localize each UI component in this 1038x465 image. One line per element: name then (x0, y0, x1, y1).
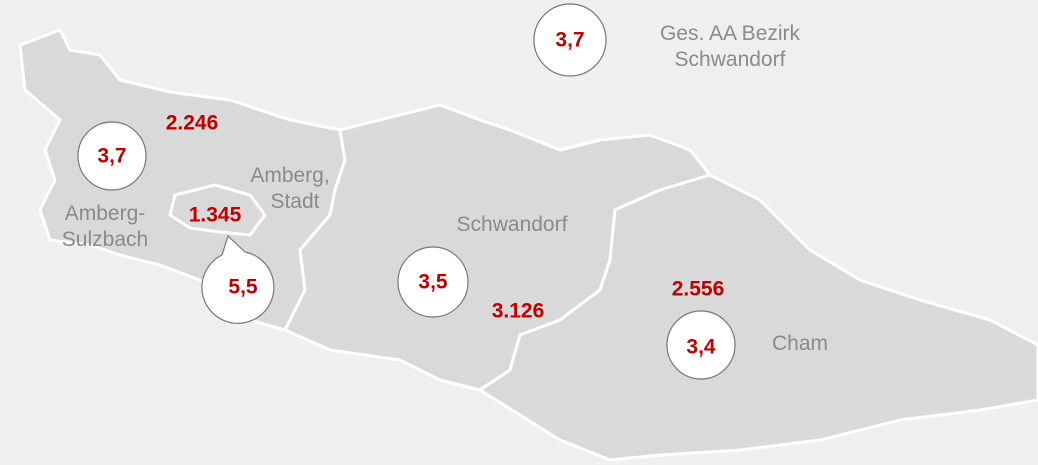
region-label: Amberg, (250, 164, 329, 187)
region-label: Amberg- (65, 202, 146, 225)
rate-bubble (533, 3, 607, 77)
rate: 3,4 (686, 336, 716, 359)
region-cham (478, 173, 1038, 462)
total-label: Ges. AA Bezirk (660, 22, 801, 45)
region-amberg-stadt (168, 183, 267, 237)
rate-bubble (397, 246, 469, 318)
rate-bubble (666, 310, 736, 380)
region-label: Cham (772, 332, 828, 355)
rate-bubble (201, 234, 275, 324)
count: 2.556 (672, 278, 725, 301)
count: 1.345 (189, 204, 242, 227)
rate: 5,5 (228, 276, 258, 299)
region-label: Sulzbach (62, 228, 148, 251)
rate: 3,7 (555, 29, 584, 52)
rate-bubble (77, 121, 147, 191)
rate: 3,5 (418, 271, 448, 294)
rate: 3,7 (97, 145, 126, 168)
region-label: Stadt (270, 190, 319, 213)
total-label: Schwandorf (675, 48, 786, 71)
region-label: Schwandorf (457, 213, 568, 236)
count: 3.126 (492, 300, 545, 323)
count: 2.246 (166, 112, 219, 135)
